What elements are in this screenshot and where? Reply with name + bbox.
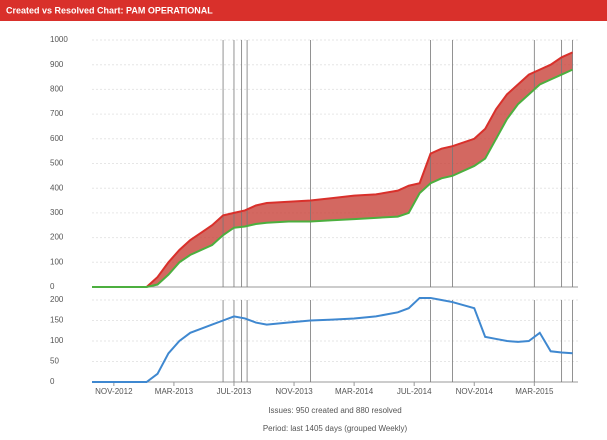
header-bar [0, 0, 607, 21]
series-line [92, 51, 573, 288]
unresolved-line [92, 296, 573, 383]
y-tick-label: 900 [50, 60, 64, 69]
x-tick-label: NOV-2012 [95, 387, 133, 396]
x-tick-label: MAR-2015 [515, 387, 554, 396]
y2-tick-label: 100 [50, 336, 64, 345]
x-tick-label: JUL-2014 [397, 387, 432, 396]
y-tick-label: 800 [50, 85, 64, 94]
x-tick-label: NOV-2013 [275, 387, 313, 396]
y-tick-label: 400 [50, 183, 64, 192]
y-tick-label: 700 [50, 109, 64, 118]
y-tick-label: 500 [50, 159, 64, 168]
chart-title: Created vs Resolved Chart: PAM OPERATION… [6, 5, 213, 15]
y2-tick-label: 200 [50, 295, 64, 304]
series-line [92, 68, 573, 288]
y2-tick-label: 150 [50, 316, 64, 325]
area [92, 52, 573, 287]
y-tick-label: 600 [50, 134, 64, 143]
legend: Issues: 950 created and 880 resolved [268, 406, 401, 415]
y-tick-label: 200 [50, 233, 64, 242]
period: Period: last 1405 days (grouped Weekly) [263, 424, 408, 433]
y-tick-label: 300 [50, 208, 64, 217]
y2-tick-label: 50 [50, 357, 59, 366]
y-tick-label: 0 [50, 282, 55, 291]
x-tick-label: JUL-2013 [217, 387, 252, 396]
y-tick-label: 1000 [50, 35, 68, 44]
x-tick-label: MAR-2013 [155, 387, 194, 396]
x-tick-label: NOV-2014 [456, 387, 494, 396]
x-tick-label: MAR-2014 [335, 387, 374, 396]
y-tick-label: 100 [50, 257, 64, 266]
y2-tick-label: 0 [50, 377, 55, 386]
